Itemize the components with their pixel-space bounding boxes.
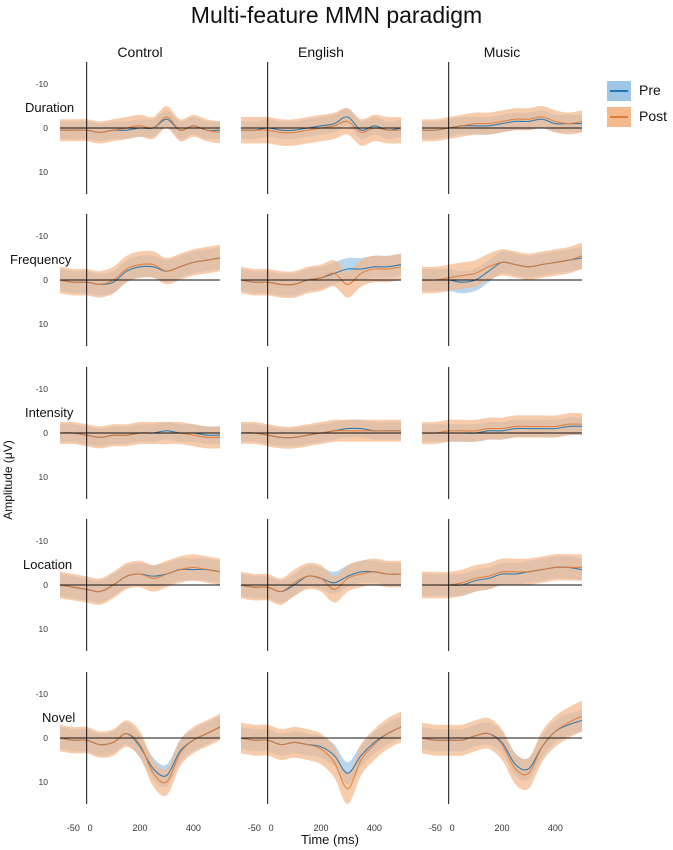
x-tick-label: 200 <box>132 823 147 833</box>
row-label-frequency: Frequency <box>10 252 72 267</box>
legend-line-post <box>610 116 628 118</box>
y-tick-label: 10 <box>39 472 49 482</box>
legend-item-pre: Pre <box>607 79 673 103</box>
x-tick-label: -50 <box>67 823 80 833</box>
band-post-intensity-english <box>241 419 401 449</box>
legend-label-pre: Pre <box>639 82 661 98</box>
x-tick-label: 400 <box>548 823 563 833</box>
legend-line-pre <box>610 90 628 92</box>
y-tick-label: -10 <box>36 384 49 394</box>
y-tick-label: 0 <box>43 275 48 285</box>
row-label-intensity: Intensity <box>25 405 74 420</box>
x-tick-label: 0 <box>450 823 455 833</box>
y-tick-label: -10 <box>36 689 49 699</box>
y-tick-label: -10 <box>36 536 49 546</box>
band-post-location-control <box>60 554 220 605</box>
x-tick-label: 200 <box>313 823 328 833</box>
y-tick-label: 0 <box>43 428 48 438</box>
row-label-duration: Duration <box>25 100 74 115</box>
column-header-music: Music <box>483 44 521 60</box>
x-tick-label: -50 <box>429 823 442 833</box>
column-header-english: English <box>298 44 344 60</box>
x-tick-label: 0 <box>88 823 93 833</box>
column-header-control: Control <box>117 44 163 60</box>
band-post-location-music <box>422 554 582 599</box>
band-post-frequency-english <box>241 253 401 299</box>
legend-item-post: Post <box>607 105 673 129</box>
band-post-novel-control <box>60 713 220 797</box>
y-tick-label: 0 <box>43 733 48 743</box>
chart-title: Multi-feature MMN paradigm <box>190 2 483 28</box>
y-tick-label: -10 <box>36 231 49 241</box>
row-label-novel: Novel <box>42 710 75 725</box>
y-tick-label: 10 <box>39 624 49 634</box>
y-tick-label: 10 <box>39 167 49 177</box>
x-tick-label: 400 <box>367 823 382 833</box>
band-post-novel-english <box>241 711 401 805</box>
x-tick-label: 400 <box>186 823 201 833</box>
band-post-intensity-control <box>60 421 220 449</box>
x-tick-label: 200 <box>494 823 509 833</box>
x-tick-label: -50 <box>248 823 261 833</box>
band-post-frequency-music <box>422 242 582 294</box>
row-label-location: Location <box>23 557 72 572</box>
y-tick-label: 0 <box>43 580 48 590</box>
y-tick-label: 10 <box>39 319 49 329</box>
y-tick-label: 10 <box>39 777 49 787</box>
band-post-duration-english <box>241 108 401 146</box>
legend-label-post: Post <box>639 108 668 124</box>
y-tick-label: 0 <box>43 123 48 133</box>
band-post-duration-control <box>60 105 220 144</box>
x-tick-label: 0 <box>269 823 274 833</box>
x-axis-label: Time (ms) <box>300 832 359 847</box>
band-post-location-english <box>241 558 401 605</box>
y-tick-label: -10 <box>36 79 49 89</box>
band-post-frequency-control <box>60 244 220 298</box>
